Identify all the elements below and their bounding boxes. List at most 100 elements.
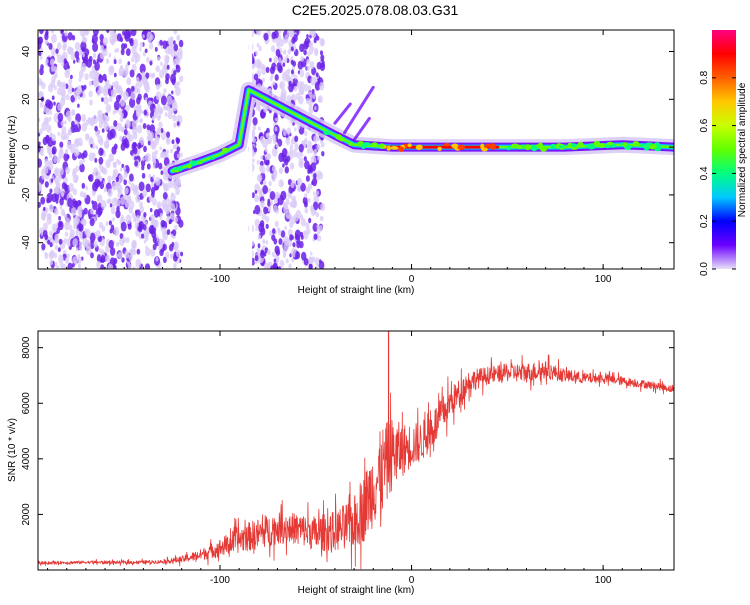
noise-speck <box>90 252 94 259</box>
noise-speck <box>67 32 73 41</box>
noise-speck <box>113 120 118 127</box>
snr-x-tick-label: -100 <box>210 575 230 586</box>
noise-speck <box>173 43 179 52</box>
noise-speck <box>99 34 104 41</box>
noise-speck <box>285 238 290 246</box>
noise-speck <box>89 99 93 106</box>
noise-speck <box>103 180 106 185</box>
noise-speck <box>126 77 132 85</box>
noise-speck <box>66 94 70 101</box>
noise-speck <box>298 143 304 153</box>
noise-speck <box>159 244 163 249</box>
noise-speck <box>67 65 70 70</box>
noise-speck <box>49 259 53 266</box>
noise-speck <box>38 143 41 153</box>
noise-speck <box>300 217 306 227</box>
noise-speck <box>43 222 48 231</box>
noise-speck <box>40 196 46 205</box>
signal-blob <box>644 145 650 151</box>
noise-speck <box>142 224 147 231</box>
noise-speck <box>119 167 123 172</box>
noise-speck <box>74 200 79 208</box>
noise-speck <box>78 77 82 82</box>
noise-speck <box>110 89 116 98</box>
noise-speck <box>58 238 63 245</box>
noise-speck <box>289 30 295 38</box>
noise-speck <box>132 266 136 269</box>
noise-speck <box>98 74 104 84</box>
noise-speck <box>104 115 108 121</box>
noise-speck <box>180 251 184 257</box>
snr-x-ticks: -100 0 100 <box>47 331 662 586</box>
noise-speck <box>150 214 155 222</box>
noise-speck <box>258 191 263 198</box>
noise-speck <box>122 30 125 36</box>
noise-speck <box>300 182 306 192</box>
noise-speck <box>273 258 277 263</box>
noise-speck <box>258 164 264 172</box>
noise-speck <box>166 138 169 143</box>
signal-streak <box>333 102 352 125</box>
noise-speck <box>110 206 116 215</box>
noise-speck <box>103 187 108 193</box>
noise-speck <box>44 251 47 256</box>
noise-speck <box>64 120 67 125</box>
noise-speck <box>266 132 270 137</box>
noise-speck <box>278 38 284 47</box>
noise-speck <box>77 256 82 264</box>
noise-speck <box>148 42 154 50</box>
noise-speck <box>318 225 323 232</box>
noise-speck <box>278 238 283 245</box>
noise-speck <box>131 212 136 219</box>
noise-speck <box>157 204 161 209</box>
snr-x-tick-label: 100 <box>595 575 612 586</box>
noise-speck <box>71 207 77 216</box>
signal-blob <box>490 145 496 150</box>
noise-speck <box>295 209 302 219</box>
signal-blob <box>451 143 459 149</box>
noise-speck <box>162 40 168 49</box>
noise-speck <box>298 86 304 95</box>
noise-speck <box>178 219 184 228</box>
noise-speck <box>281 148 288 158</box>
noise-speck <box>273 56 278 64</box>
noise-speck <box>119 135 123 142</box>
signal-blob <box>598 143 606 148</box>
noise-speck <box>266 165 271 173</box>
noise-speck <box>149 124 156 134</box>
noise-speck <box>123 171 128 178</box>
snr-x-tick-label: 0 <box>409 575 415 586</box>
noise-speck <box>105 159 111 169</box>
noise-speck <box>111 174 116 181</box>
noise-speck <box>79 159 83 166</box>
noise-speck <box>163 88 167 94</box>
noise-speck <box>107 188 113 198</box>
noise-speck <box>139 201 143 208</box>
noise-speck <box>267 187 271 194</box>
colorbar-ticks: 0.0 0.2 0.4 0.6 0.8 <box>699 70 736 276</box>
noise-speck <box>54 208 59 216</box>
noise-speck <box>109 30 114 37</box>
noise-speck <box>270 201 274 206</box>
noise-speck <box>51 33 57 44</box>
noise-speck <box>92 30 99 36</box>
noise-speck <box>289 147 293 154</box>
noise-speck <box>274 74 279 81</box>
noise-speck <box>98 156 104 165</box>
noise-speck <box>166 131 171 138</box>
noise-speck <box>293 34 298 42</box>
noise-speck <box>254 255 259 262</box>
noise-speck <box>295 251 301 260</box>
noise-speck <box>175 187 180 196</box>
noise-speck <box>101 97 104 102</box>
noise-speck <box>261 63 265 70</box>
noise-speck <box>167 48 172 55</box>
signal-blob <box>189 160 198 166</box>
noise-speck <box>64 257 70 264</box>
noise-speck <box>121 43 126 51</box>
noise-speck <box>73 59 76 64</box>
noise-speck <box>131 119 138 129</box>
noise-speck <box>113 143 118 150</box>
noise-speck <box>257 126 261 131</box>
noise-speck <box>109 96 113 102</box>
